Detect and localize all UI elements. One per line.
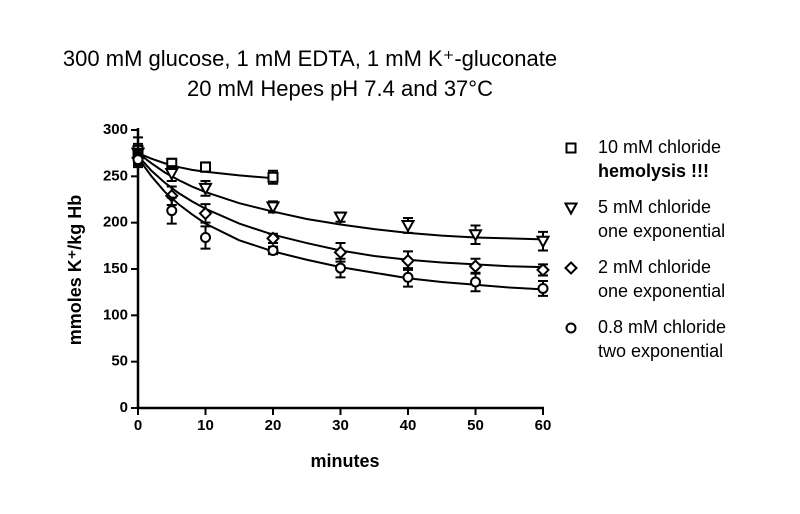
data-point bbox=[468, 259, 483, 274]
legend-label: 5 mM chloride bbox=[598, 197, 711, 217]
legend-marker bbox=[563, 202, 579, 216]
x-tick-label: 0 bbox=[134, 417, 142, 434]
data-point bbox=[402, 271, 414, 283]
data-point bbox=[267, 244, 279, 256]
data-point bbox=[166, 205, 178, 217]
data-point bbox=[266, 231, 280, 246]
data-point bbox=[198, 182, 213, 196]
x-tick-label: 30 bbox=[332, 417, 349, 434]
data-point bbox=[335, 262, 346, 274]
y-tick-label: 100 bbox=[103, 306, 128, 323]
legend-note: two exponential bbox=[598, 341, 723, 361]
chart-subtitle: 20 mM Hepes pH 7.4 and 37°C bbox=[187, 76, 493, 101]
x-tick-label: 60 bbox=[535, 417, 552, 434]
data-point bbox=[333, 245, 348, 260]
data-point bbox=[200, 231, 211, 243]
x-tick-label: 20 bbox=[265, 417, 282, 434]
x-axis-label: minutes bbox=[310, 451, 379, 471]
legend-label: 0.8 mM chloride bbox=[598, 317, 726, 337]
data-point bbox=[401, 253, 415, 268]
chart-title: 300 mM glucose, 1 mM EDTA, 1 mM K⁺-gluco… bbox=[63, 46, 557, 71]
data-point bbox=[535, 235, 551, 249]
data-point bbox=[267, 171, 279, 183]
legend-marker bbox=[565, 322, 577, 334]
fit-curve bbox=[137, 152, 274, 180]
data-point bbox=[132, 154, 144, 166]
x-tick-label: 10 bbox=[197, 417, 214, 434]
y-tick-label: 0 bbox=[120, 399, 128, 416]
legend-note: hemolysis !!! bbox=[598, 161, 709, 181]
data-point bbox=[468, 229, 483, 243]
fit-curve bbox=[137, 152, 544, 241]
data-point bbox=[400, 219, 416, 234]
legend-note: one exponential bbox=[598, 281, 725, 301]
legend-note: one exponential bbox=[598, 221, 725, 241]
y-tick-label: 50 bbox=[111, 353, 128, 370]
y-tick-label: 250 bbox=[103, 167, 128, 184]
data-point bbox=[536, 263, 550, 277]
data-point bbox=[470, 276, 481, 288]
legend-label: 2 mM chloride bbox=[598, 257, 711, 277]
x-tick-label: 50 bbox=[467, 417, 484, 434]
legend-marker bbox=[564, 261, 578, 275]
legend-label: 10 mM chloride bbox=[598, 137, 721, 157]
data-point bbox=[198, 206, 213, 221]
y-tick-label: 300 bbox=[103, 121, 128, 138]
y-tick-label: 150 bbox=[103, 260, 128, 277]
y-axis-label: mmoles K⁺/kg Hb bbox=[65, 195, 85, 346]
y-tick-label: 200 bbox=[103, 214, 128, 231]
data-point bbox=[200, 161, 211, 173]
data-point bbox=[265, 201, 281, 215]
data-point bbox=[537, 282, 549, 294]
data-point bbox=[164, 168, 179, 182]
legend-marker bbox=[565, 142, 577, 154]
x-tick-label: 40 bbox=[400, 417, 417, 434]
data-point bbox=[333, 211, 348, 225]
